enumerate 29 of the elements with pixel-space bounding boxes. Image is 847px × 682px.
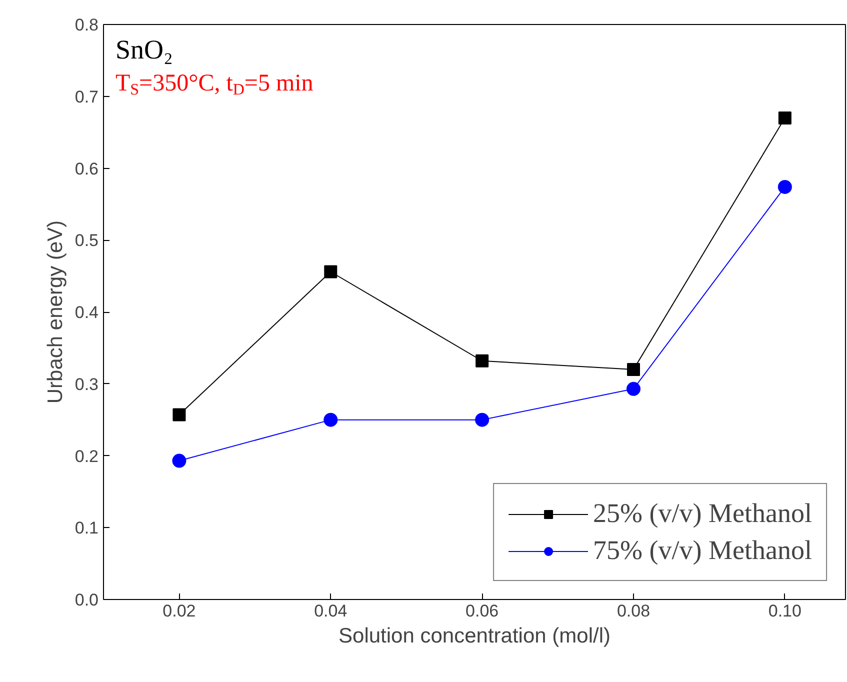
x-tick-label: 0.08	[616, 602, 650, 620]
y-tick-label: 0.0	[74, 590, 99, 610]
legend-label: 25% (v/v) Methanol	[593, 498, 812, 529]
x-tick-label: 0.10	[768, 602, 802, 620]
point	[778, 111, 792, 124]
point	[324, 265, 338, 278]
y-tick-label: 0.2	[74, 446, 99, 466]
y-tick-label: 0.6	[74, 159, 99, 178]
point	[778, 180, 792, 194]
point	[475, 412, 490, 427]
point	[172, 454, 186, 468]
y-tick-label: 0.1	[74, 518, 99, 538]
y-tick-label: 0.7	[74, 87, 99, 106]
point	[627, 363, 640, 376]
x-tick-label: 0.06	[466, 602, 499, 620]
y-tick-label: 0.8	[74, 16, 99, 34]
y-axis-title: Urbach energy (eV)	[44, 220, 67, 404]
y-tick-label: 0.3	[74, 374, 99, 394]
annotation: SnO₂	[116, 34, 173, 64]
x-axis-title: Solution concentration (mol/l)	[338, 624, 610, 648]
point	[324, 412, 338, 427]
y-tick-label: 0.4	[74, 303, 99, 322]
y-tick-label: 0.5	[74, 231, 99, 250]
point	[476, 354, 489, 368]
point	[172, 408, 186, 422]
legend-label: 75% (v/v) Methanol	[593, 535, 812, 566]
point	[626, 382, 640, 396]
x-tick-label: 0.02	[162, 602, 196, 620]
x-tick-label: 0.04	[314, 602, 348, 620]
